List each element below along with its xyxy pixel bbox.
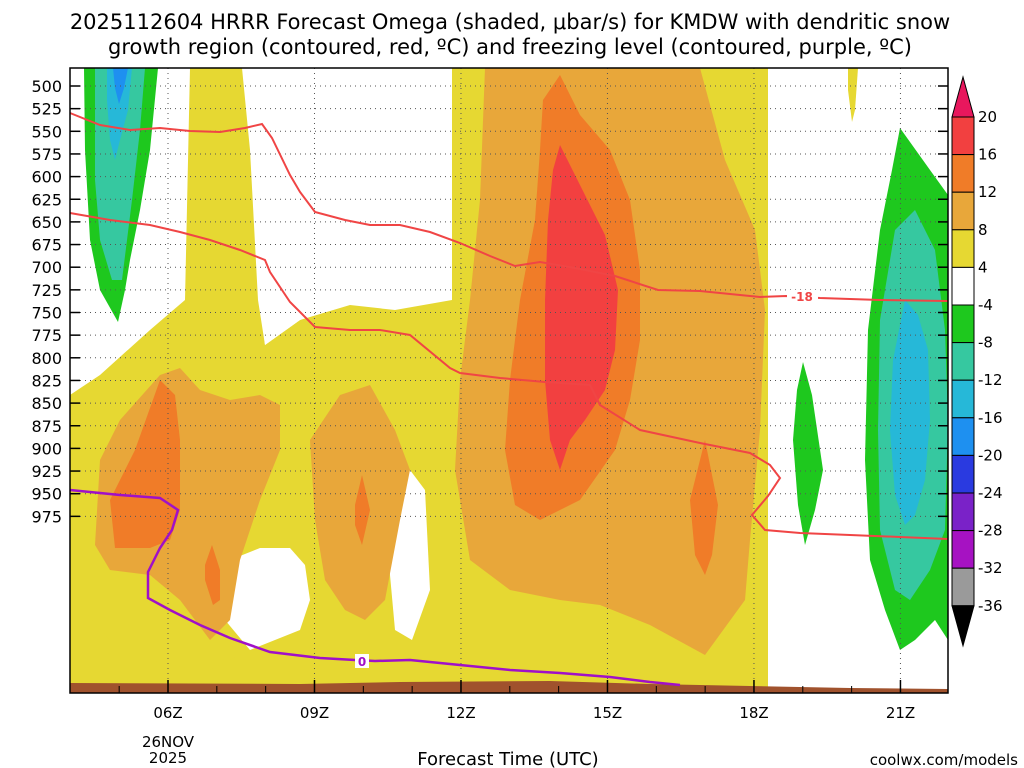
colorbar-bin bbox=[951, 229, 975, 268]
omega-gap-lower bbox=[225, 548, 310, 650]
colorbar-label: 8 bbox=[978, 221, 988, 239]
colorbar-bin bbox=[951, 116, 975, 156]
colorbar-label: -12 bbox=[978, 371, 1003, 389]
colorbar-label: -4 bbox=[978, 296, 993, 314]
colorbar-label: -28 bbox=[978, 522, 1003, 540]
colorbar-label: -24 bbox=[978, 484, 1003, 502]
y-tick-label: 975 bbox=[31, 507, 62, 526]
colorbar: 20 16 12 8 4 -4 -8 -12 -16 -20 -24 -28 -32 -36 bbox=[951, 75, 1003, 648]
dendritic-contour-upper bbox=[69, 112, 949, 302]
omega-band-neg-east2 bbox=[793, 362, 823, 545]
y-tick-label: 650 bbox=[31, 213, 62, 232]
omega-band-neg-west-cyan bbox=[95, 68, 145, 280]
y-tick-label: 800 bbox=[31, 349, 62, 368]
y-tick-label: 500 bbox=[31, 77, 62, 96]
y-tick-label: 700 bbox=[31, 258, 62, 277]
colorbar-bin bbox=[951, 567, 975, 607]
colorbar-bin bbox=[951, 191, 975, 231]
x-tick-label: 06Z bbox=[153, 704, 182, 722]
colorbar-label: -16 bbox=[978, 409, 1003, 427]
freezing-label: 0 bbox=[358, 655, 366, 669]
x-date-line2: 2025 bbox=[149, 749, 187, 767]
x-tick-label: 15Z bbox=[593, 704, 622, 722]
colorbar-label: -8 bbox=[978, 334, 993, 352]
omega-band-12-16-west bbox=[110, 380, 180, 548]
x-tick-label: 12Z bbox=[446, 704, 475, 722]
chart-title-line1: 2025112604 HRRR Forecast Omega (shaded, … bbox=[70, 10, 950, 34]
colorbar-bin bbox=[951, 492, 975, 532]
y-tick-label: 900 bbox=[31, 439, 62, 458]
colorbar-bin bbox=[951, 417, 975, 456]
colorbar-bin bbox=[951, 154, 975, 193]
colorbar-label: 4 bbox=[978, 258, 988, 276]
colorbar-bottom-arrow bbox=[951, 605, 975, 648]
omega-band-neg-west-blue bbox=[107, 68, 132, 160]
plot-area: -18 0 bbox=[69, 67, 949, 694]
colorbar-label: 20 bbox=[978, 108, 997, 126]
freezing-level-contour bbox=[69, 488, 681, 687]
colorbar-bin bbox=[951, 266, 975, 306]
y-tick-label: 875 bbox=[31, 417, 62, 436]
colorbar-label: -32 bbox=[978, 559, 1003, 577]
omega-band-16-20 bbox=[545, 145, 618, 470]
chart-title-line2: growth region (contoured, red, ºC) and f… bbox=[108, 35, 912, 59]
y-tick-label: 550 bbox=[31, 122, 62, 141]
credit-text: coolwx.com/models bbox=[870, 751, 1018, 768]
ground-fill bbox=[70, 681, 948, 693]
y-axis: 500 525 550 575 600 625 650 675 700 725 750 775 800 8… bbox=[31, 77, 948, 526]
x-tick-label: 21Z bbox=[886, 704, 915, 722]
colorbar-label: -20 bbox=[978, 446, 1003, 464]
omega-band-12-16-west2 bbox=[205, 545, 220, 605]
grid-lines bbox=[70, 68, 948, 693]
colorbar-bin bbox=[951, 304, 975, 344]
x-date-line1: 26NOV bbox=[142, 733, 195, 751]
x-axis-label: Forecast Time (UTC) bbox=[417, 749, 598, 768]
y-tick-label: 950 bbox=[31, 485, 62, 504]
contours: -18 0 bbox=[69, 112, 949, 687]
y-tick-label: 750 bbox=[31, 304, 62, 323]
colorbar-top-arrow bbox=[951, 75, 975, 118]
y-tick-label: 600 bbox=[31, 168, 62, 187]
y-tick-label: 725 bbox=[31, 281, 62, 300]
dendritic-contour-lower bbox=[69, 212, 949, 540]
y-tick-label: 825 bbox=[31, 371, 62, 390]
colorbar-label: -36 bbox=[978, 597, 1003, 615]
x-tick-label: 09Z bbox=[300, 704, 329, 722]
colorbar-bin bbox=[951, 454, 975, 494]
colorbar-label: 12 bbox=[978, 183, 997, 201]
dendritic-label: -18 bbox=[791, 290, 813, 304]
y-tick-label: 575 bbox=[31, 145, 62, 164]
y-tick-label: 850 bbox=[31, 394, 62, 413]
omega-gap-mid bbox=[258, 68, 452, 345]
x-axis: 06Z 09Z 12Z 15Z 18Z 21Z bbox=[118, 680, 915, 722]
omega-shading bbox=[70, 68, 948, 690]
y-tick-label: 675 bbox=[31, 236, 62, 255]
colorbar-bin bbox=[951, 379, 975, 419]
omega-band-12-16-east2 bbox=[690, 440, 718, 575]
colorbar-bin bbox=[951, 530, 975, 569]
y-tick-label: 625 bbox=[31, 190, 62, 209]
colorbar-bin bbox=[951, 342, 975, 381]
y-tick-label: 925 bbox=[31, 462, 62, 481]
y-tick-label: 775 bbox=[31, 326, 62, 345]
omega-band-12-16-west3 bbox=[355, 475, 370, 545]
colorbar-label: 16 bbox=[978, 146, 997, 164]
x-tick-label: 18Z bbox=[739, 704, 768, 722]
y-tick-label: 525 bbox=[31, 100, 62, 119]
